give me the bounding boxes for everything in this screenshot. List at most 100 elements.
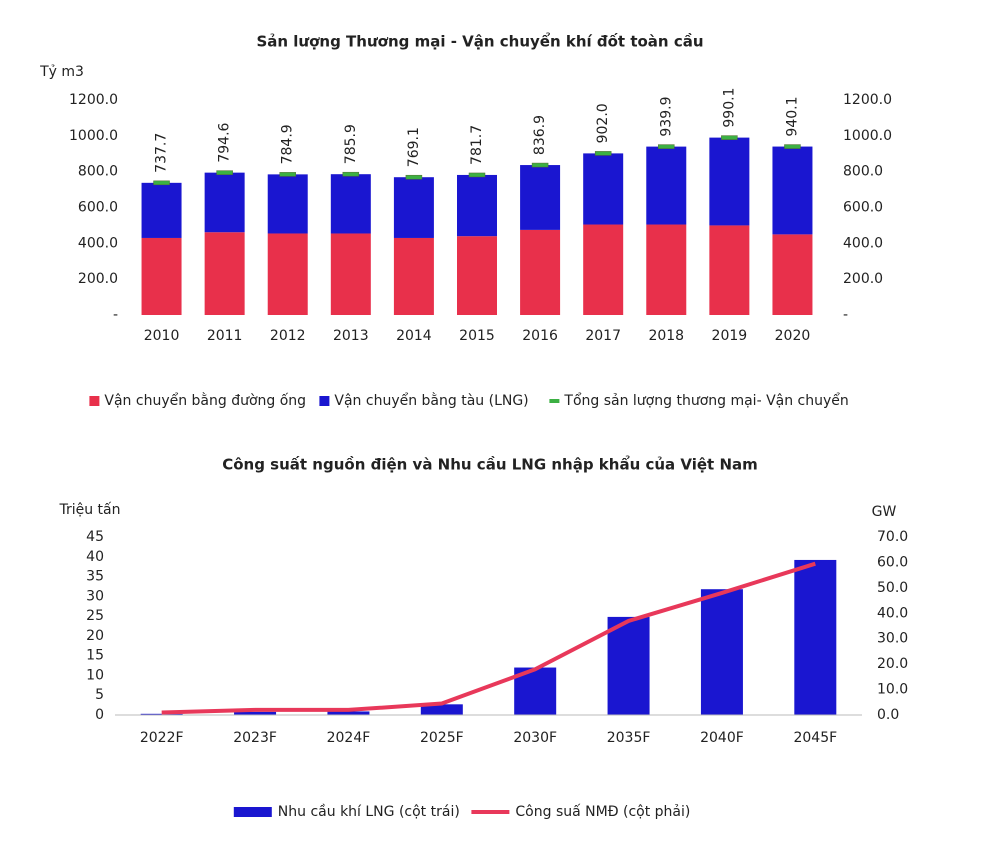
y2-tick-label: 50.0 (877, 580, 908, 596)
total-marker (216, 170, 233, 175)
bar-segment (204, 172, 245, 233)
x-tick-label: 2013 (333, 328, 369, 344)
y-tick-label: 1200.0 (69, 92, 118, 108)
bar (327, 711, 370, 715)
data-label: 990.1 (721, 88, 737, 128)
y-tick-label: 45 (86, 529, 104, 545)
bar-segment (520, 229, 561, 315)
y-tick-label: 25 (86, 608, 104, 624)
bar-segment (330, 174, 371, 234)
bar-segment (393, 177, 434, 238)
y-tick-label: 200.0 (78, 271, 118, 287)
y-tick-label: 800.0 (78, 164, 118, 180)
y-tick-label: 5 (95, 687, 104, 703)
bar (420, 704, 463, 715)
bar-segment (646, 146, 687, 225)
x-tick-label: 2024F (327, 730, 371, 746)
x-tick-label: 2014 (396, 328, 432, 344)
x-tick-label: 2018 (648, 328, 684, 344)
legend-swatch (233, 807, 272, 817)
y2-tick-label: 10.0 (877, 682, 908, 698)
legend-swatch (319, 396, 330, 406)
bar-segment (583, 153, 624, 225)
y2-tick-label: 1200.0 (843, 92, 892, 108)
legend-label: Vận chuyển bằng đường ống (104, 392, 306, 409)
y-tick-label: 35 (86, 569, 104, 585)
x-tick-label: 2017 (585, 328, 621, 344)
legend-label: Vận chuyển bằng tàu (LNG) (334, 392, 528, 409)
x-tick-label: 2035F (607, 730, 651, 746)
x-tick-label: 2040F (700, 730, 744, 746)
total-marker (279, 172, 296, 177)
x-tick-label: 2010 (144, 328, 180, 344)
data-label: 737.7 (154, 133, 170, 173)
y2-tick-label: 800.0 (843, 164, 883, 180)
x-tick-label: 2030F (513, 730, 557, 746)
total-marker (658, 144, 675, 149)
y-tick-label: 15 (86, 648, 104, 664)
total-marker (468, 172, 486, 178)
x-tick-label: 2015 (459, 328, 495, 344)
y2-tick-label: 40.0 (877, 605, 908, 621)
total-marker (784, 144, 801, 149)
y-tick-label: 1000.0 (69, 128, 118, 144)
y-tick-label: 0 (95, 707, 104, 723)
y2-tick-label: 20.0 (877, 656, 908, 672)
data-label: 902.0 (595, 103, 611, 143)
bar-segment (457, 236, 497, 315)
y2-tick-label: 30.0 (877, 631, 908, 647)
bar-segment (709, 137, 750, 226)
bar-segment (646, 224, 687, 315)
line-series (161, 561, 816, 715)
bar-segment (141, 182, 182, 238)
x-tick-label: 2023F (233, 730, 277, 746)
x-tick-label: 2025F (420, 730, 464, 746)
y-tick-label: 400.0 (78, 235, 118, 251)
bar-segment (583, 224, 624, 315)
bar-segment (267, 233, 308, 315)
y2-tick-label: 400.0 (843, 235, 883, 251)
bar-segment (520, 165, 561, 230)
bar (140, 713, 183, 715)
legend-label: Nhu cầu khí LNG (cột trái) (278, 804, 460, 820)
x-tick-label: 2022F (140, 730, 184, 746)
x-tick-label: 2045F (793, 730, 837, 746)
y-axis-label: Triệu tấn (58, 502, 120, 518)
total-marker (342, 171, 360, 177)
x-tick-label: 2016 (522, 328, 558, 344)
x-tick-label: 2012 (270, 328, 306, 344)
legend-label: Tổng sản lượng thương mại- Vận chuyển (563, 392, 848, 409)
data-label: 785.9 (343, 124, 359, 164)
y2-tick-label: 600.0 (843, 200, 883, 216)
y-tick-label: 10 (86, 667, 104, 683)
y2-tick-label: 1000.0 (843, 128, 892, 144)
y-tick-label: 600.0 (78, 200, 118, 216)
y-tick-label: 20 (86, 628, 104, 644)
total-marker (594, 151, 612, 156)
legend-label: Công suấ NMĐ (cột phải) (515, 804, 690, 820)
y-axis-label: Tỷ m3 (39, 64, 84, 80)
y-tick-label: - (113, 307, 118, 323)
total-marker (721, 135, 738, 140)
bar (700, 589, 743, 715)
bar-segment (267, 174, 308, 234)
y2-tick-label: 70.0 (877, 529, 908, 545)
bar (234, 711, 277, 715)
bar-segment (141, 237, 182, 315)
bar-segment (772, 234, 813, 315)
y2-tick-label: 200.0 (843, 271, 883, 287)
y2-tick-label: 0.0 (877, 707, 899, 723)
x-tick-label: 2011 (207, 328, 243, 344)
y-tick-label: 40 (86, 549, 104, 565)
bar-segment (393, 237, 434, 315)
y2-axis-label: GW (872, 504, 897, 520)
data-label: 794.6 (217, 122, 233, 162)
data-label: 769.1 (406, 127, 422, 167)
y2-tick-label: - (843, 307, 848, 323)
data-label: 784.9 (280, 124, 296, 164)
data-label: 939.9 (658, 97, 674, 137)
chart-title: Sản lượng Thương mại - Vận chuyển khí đố… (256, 32, 703, 51)
bar (607, 616, 650, 715)
data-label: 781.7 (469, 125, 485, 165)
